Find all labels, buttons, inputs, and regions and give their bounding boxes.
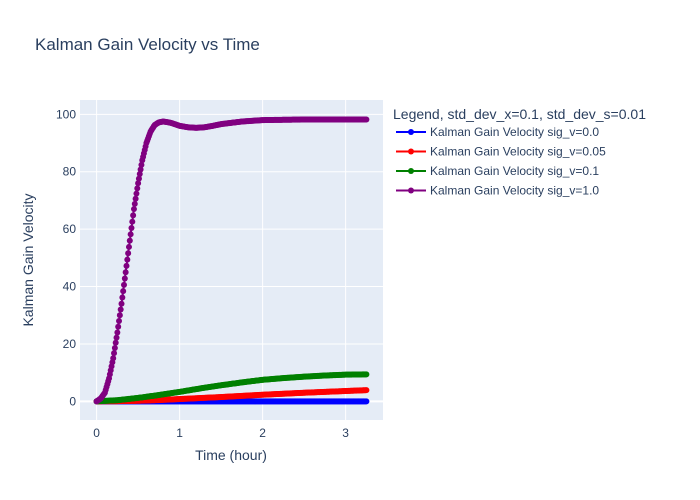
- plot-area: [80, 100, 383, 420]
- series-3: [93, 116, 370, 405]
- data-point: [138, 161, 145, 168]
- data-point: [363, 371, 370, 378]
- legend-title: Legend, std_dev_x=0.1, std_dev_s=0.01: [393, 106, 646, 122]
- data-point: [131, 200, 138, 207]
- data-point: [120, 288, 127, 295]
- y-tick-label: 0: [69, 394, 76, 408]
- x-tick-label: 3: [342, 426, 349, 440]
- legend-label: Kalman Gain Velocity sig_v=0.1: [430, 164, 599, 178]
- data-point: [125, 243, 132, 250]
- data-point: [112, 339, 119, 346]
- data-point: [119, 294, 126, 301]
- y-tick-label: 20: [63, 337, 77, 351]
- data-point: [132, 195, 139, 202]
- legend: Legend, std_dev_x=0.1, std_dev_s=0.01 Ka…: [393, 106, 646, 198]
- legend-label: Kalman Gain Velocity sig_v=1.0: [430, 184, 599, 198]
- data-point: [128, 225, 135, 231]
- data-point: [121, 281, 127, 288]
- data-point: [115, 323, 122, 330]
- data-point: [118, 300, 125, 307]
- chart-title: Kalman Gain Velocity vs Time: [35, 35, 260, 54]
- data-point: [121, 275, 128, 282]
- data-point: [363, 116, 370, 123]
- legend-item: Kalman Gain Velocity sig_v=1.0: [396, 184, 599, 198]
- x-tick-label: 0: [93, 426, 100, 440]
- data-point: [363, 387, 370, 394]
- legend-item: Kalman Gain Velocity sig_v=0.05: [396, 145, 606, 159]
- legend-marker: [408, 168, 414, 174]
- data-point: [111, 350, 118, 357]
- data-point: [135, 175, 142, 182]
- data-point: [130, 206, 137, 213]
- data-point: [134, 185, 141, 192]
- legend-marker: [408, 148, 414, 155]
- legend-item: Kalman Gain Velocity sig_v=0.1: [396, 164, 599, 178]
- series-2: [93, 371, 370, 405]
- tick-labels: 0 1 2 3 0 20 40 60 80 100: [56, 107, 349, 440]
- data-point: [113, 334, 120, 341]
- data-point: [135, 180, 142, 187]
- data-point: [124, 256, 131, 263]
- data-point: [126, 237, 133, 244]
- data-point: [116, 312, 123, 319]
- legend-marker: [408, 129, 414, 135]
- data-point: [130, 212, 137, 219]
- data-point: [129, 218, 136, 225]
- data-point: [125, 250, 132, 257]
- x-axis-title: Time (hour): [195, 447, 267, 463]
- data-point: [117, 306, 124, 313]
- x-tick-label: 1: [176, 426, 183, 440]
- legend-label: Kalman Gain Velocity sig_v=0.0: [430, 125, 599, 139]
- y-axis-title: Kalman Gain Velocity: [20, 193, 36, 326]
- y-tick-label: 100: [56, 107, 76, 121]
- legend-label: Kalman Gain Velocity sig_v=0.05: [430, 145, 606, 159]
- data-point: [137, 166, 144, 173]
- data-point: [110, 355, 117, 362]
- data-point: [111, 344, 118, 351]
- series-group: [93, 116, 370, 405]
- data-point: [114, 329, 121, 336]
- data-point: [363, 398, 370, 405]
- data-point: [136, 171, 143, 178]
- y-tick-label: 40: [63, 280, 77, 294]
- y-tick-label: 80: [63, 165, 77, 179]
- x-tick-label: 2: [259, 426, 266, 440]
- legend-marker: [408, 187, 414, 194]
- data-point: [122, 269, 129, 276]
- legend-items: Kalman Gain Velocity sig_v=0.0 Kalman Gai…: [396, 125, 606, 198]
- data-point: [123, 262, 130, 269]
- y-tick-label: 60: [63, 222, 77, 236]
- legend-item: Kalman Gain Velocity sig_v=0.0: [396, 125, 599, 139]
- data-point: [133, 190, 140, 197]
- data-point: [127, 231, 134, 238]
- data-point: [116, 317, 123, 324]
